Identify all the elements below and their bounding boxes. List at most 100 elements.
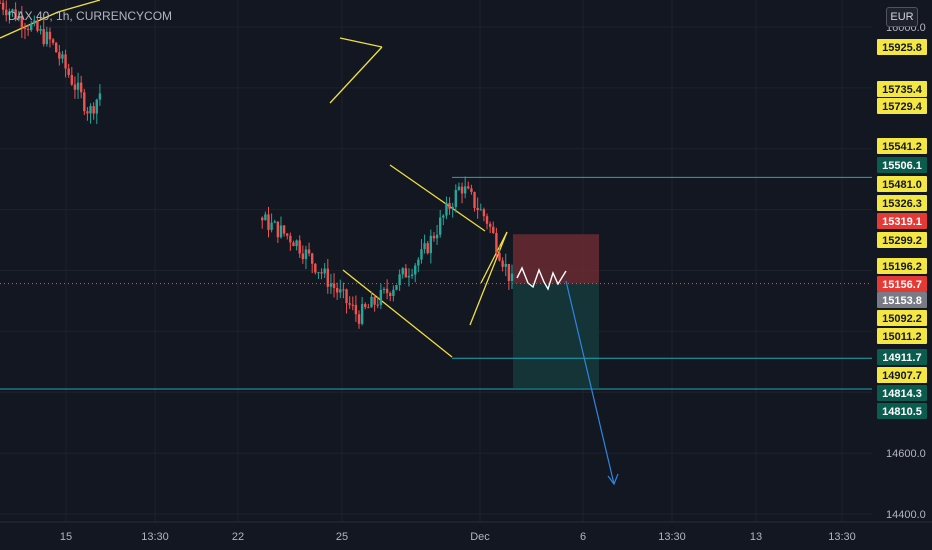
candle-body bbox=[495, 232, 498, 253]
price-label: 15729.4 bbox=[877, 98, 927, 114]
candle-body bbox=[448, 203, 451, 209]
annotations bbox=[516, 266, 619, 486]
candle-body bbox=[404, 268, 408, 278]
price-label-box bbox=[877, 349, 927, 365]
candle-body bbox=[8, 11, 11, 16]
price-label-text: 15156.7 bbox=[882, 279, 922, 291]
price-label-text: 15729.4 bbox=[882, 101, 923, 113]
x-tick-label: 6 bbox=[580, 531, 586, 543]
candle-body bbox=[354, 304, 358, 315]
candle-body bbox=[432, 235, 436, 239]
candle-body bbox=[17, 16, 20, 20]
candle-body bbox=[64, 54, 67, 69]
price-label: 15506.1 bbox=[877, 157, 927, 173]
candle-body bbox=[501, 260, 504, 267]
price-label-box bbox=[877, 310, 927, 326]
candle-body bbox=[286, 233, 289, 236]
candle-body bbox=[86, 111, 89, 114]
price-label-box bbox=[877, 138, 927, 154]
candle-body bbox=[11, 9, 14, 12]
price-label: 15541.2 bbox=[877, 138, 927, 154]
candle-body bbox=[417, 259, 420, 266]
price-label-text: 15011.2 bbox=[882, 331, 921, 343]
candle-body bbox=[1, 2, 5, 10]
candle-body bbox=[345, 289, 348, 304]
candle-body bbox=[426, 243, 429, 254]
candle-body bbox=[79, 82, 83, 93]
candle-body bbox=[273, 221, 276, 223]
candle-body bbox=[289, 235, 292, 243]
candle-body bbox=[410, 274, 414, 276]
candle-body bbox=[451, 206, 454, 209]
candle-body bbox=[30, 23, 33, 31]
price-label-text: 15326.3 bbox=[882, 198, 922, 210]
candle-body bbox=[76, 82, 80, 90]
price-label-box bbox=[877, 292, 927, 308]
candle-body bbox=[470, 188, 473, 193]
price-label: 14814.3 bbox=[877, 385, 927, 401]
candle-body bbox=[348, 303, 351, 305]
flag-line-lower bbox=[469, 231, 508, 326]
candle-body bbox=[476, 207, 479, 211]
price-label: 15156.7 bbox=[877, 276, 927, 292]
price-label-text: 15196.2 bbox=[882, 261, 922, 273]
projection-arrow-line bbox=[565, 280, 615, 485]
candle-body bbox=[429, 235, 433, 254]
candle-body bbox=[367, 307, 370, 309]
price-label: 15153.8 bbox=[877, 292, 927, 308]
candle-body bbox=[435, 234, 439, 239]
candle-body bbox=[473, 192, 476, 208]
candle-body bbox=[276, 221, 280, 238]
trend-line-top-left bbox=[0, 11, 59, 39]
price-label-text: 15319.1 bbox=[882, 216, 922, 228]
x-tick-label: 13:30 bbox=[658, 531, 686, 543]
grid-lines bbox=[0, 0, 872, 522]
candle-body bbox=[454, 189, 458, 207]
price-label-text: 15153.8 bbox=[882, 295, 922, 307]
candle-body bbox=[320, 272, 323, 274]
candle-body bbox=[407, 275, 411, 278]
x-tick-label: Dec bbox=[470, 531, 490, 543]
candle-body bbox=[379, 290, 383, 305]
candle-body bbox=[98, 93, 102, 100]
candle-body bbox=[457, 186, 461, 190]
time-axis: 15 13:30 22 25 Dec 6 13:30 13 13:30 bbox=[0, 521, 932, 543]
candle-body bbox=[298, 240, 301, 254]
candle-body bbox=[295, 240, 298, 247]
candle-body bbox=[420, 249, 423, 260]
candle-body bbox=[498, 252, 501, 261]
candle-body bbox=[488, 223, 492, 227]
candle-body bbox=[414, 265, 417, 275]
candle-body bbox=[357, 314, 361, 324]
currency-button[interactable]: EUR bbox=[886, 7, 918, 27]
candle-body bbox=[310, 253, 314, 264]
candle-body bbox=[282, 225, 286, 234]
y-tick-label: 14600.0 bbox=[886, 448, 926, 460]
candle-body bbox=[58, 52, 61, 59]
position-zones bbox=[513, 234, 599, 388]
candle-body bbox=[14, 9, 17, 20]
price-label: 15299.2 bbox=[877, 232, 927, 248]
price-label: 15925.8 bbox=[877, 39, 927, 55]
candle-body bbox=[376, 304, 379, 306]
price-label-text: 15541.2 bbox=[882, 141, 922, 153]
candle-body bbox=[479, 209, 482, 211]
candle-body bbox=[332, 283, 336, 288]
price-label: 14911.7 bbox=[877, 349, 927, 365]
price-label: 15735.4 bbox=[877, 81, 927, 97]
candle-body bbox=[48, 31, 52, 40]
candle-body bbox=[45, 31, 49, 45]
stop-loss-zone bbox=[513, 234, 599, 284]
candle-body bbox=[36, 20, 39, 31]
price-label-text: 15481.0 bbox=[882, 179, 922, 191]
candle-body bbox=[389, 293, 392, 296]
candle-body bbox=[485, 216, 489, 224]
candle-body bbox=[373, 296, 376, 305]
price-label-box bbox=[877, 39, 927, 55]
price-label-box bbox=[877, 403, 927, 419]
candle-body bbox=[370, 296, 373, 308]
candle-body bbox=[23, 27, 27, 29]
trend-line-top-left-2 bbox=[57, 0, 101, 13]
candle-body bbox=[92, 106, 95, 114]
